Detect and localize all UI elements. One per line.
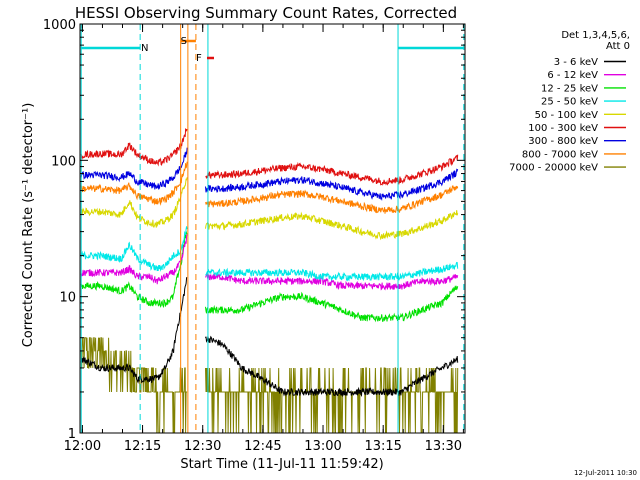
x-axis-label: Start Time (11-Jul-11 11:59:42) (180, 457, 383, 472)
legend-label: 300 - 800 keV (528, 136, 598, 147)
series-line-3-6-kev (80, 277, 459, 398)
series-line-7000-20000-kev (80, 337, 459, 434)
y-axis-label: Corrected Count Rate (s⁻¹ detector⁻¹) (21, 103, 36, 348)
chart-title: HESSI Observing Summary Count Rates, Cor… (75, 4, 457, 22)
series-line-100-300-kev (80, 128, 459, 186)
x-tick-label: 13:00 (304, 439, 341, 454)
legend-label: 800 - 7000 keV (522, 149, 598, 160)
legend-label: 12 - 25 keV (541, 83, 598, 94)
y-tick-label: 1 (68, 427, 76, 442)
x-tick-label: 12:30 (184, 439, 221, 454)
series-line-6-12-kev (80, 234, 459, 291)
x-tick-label: 13:30 (425, 439, 462, 454)
legend-label: 7000 - 20000 keV (509, 163, 598, 174)
flag-label-n: N (141, 43, 148, 54)
x-tick-label: 13:15 (364, 439, 401, 454)
plot-timestamp: 12-Jul-2011 10:30 (574, 469, 637, 477)
series-line-800-7000-kev (80, 161, 459, 214)
flag-label-f: F (196, 53, 202, 64)
y-tick-label: 100 (51, 154, 76, 169)
series-line-300-800-kev (80, 147, 459, 201)
plot-frame (79, 23, 466, 434)
legend-header: Det 1,3,4,5,6, (561, 30, 630, 41)
series-line-25-50-kev (80, 226, 459, 282)
legend-header: Att 0 (606, 41, 630, 52)
x-tick-label: 12:00 (64, 439, 101, 454)
y-tick-label: 1000 (43, 18, 76, 33)
legend-label: 25 - 50 keV (541, 97, 598, 108)
x-tick-label: 12:45 (244, 439, 281, 454)
x-tick-label: 12:15 (124, 439, 161, 454)
series-line-12-25-kev (80, 231, 459, 323)
series-line-50-100-kev (80, 177, 459, 241)
legend-label: 6 - 12 keV (547, 70, 598, 81)
legend-label: 3 - 6 keV (554, 57, 598, 68)
legend: Det 1,3,4,5,6,Att 0 3 - 6 keV 6 - 12 keV 12… (509, 30, 630, 174)
y-tick-label: 10 (59, 291, 76, 306)
legend-label: 100 - 300 keV (528, 123, 598, 134)
legend-label: 50 - 100 keV (535, 110, 599, 121)
flag-label-s: S (181, 36, 187, 47)
